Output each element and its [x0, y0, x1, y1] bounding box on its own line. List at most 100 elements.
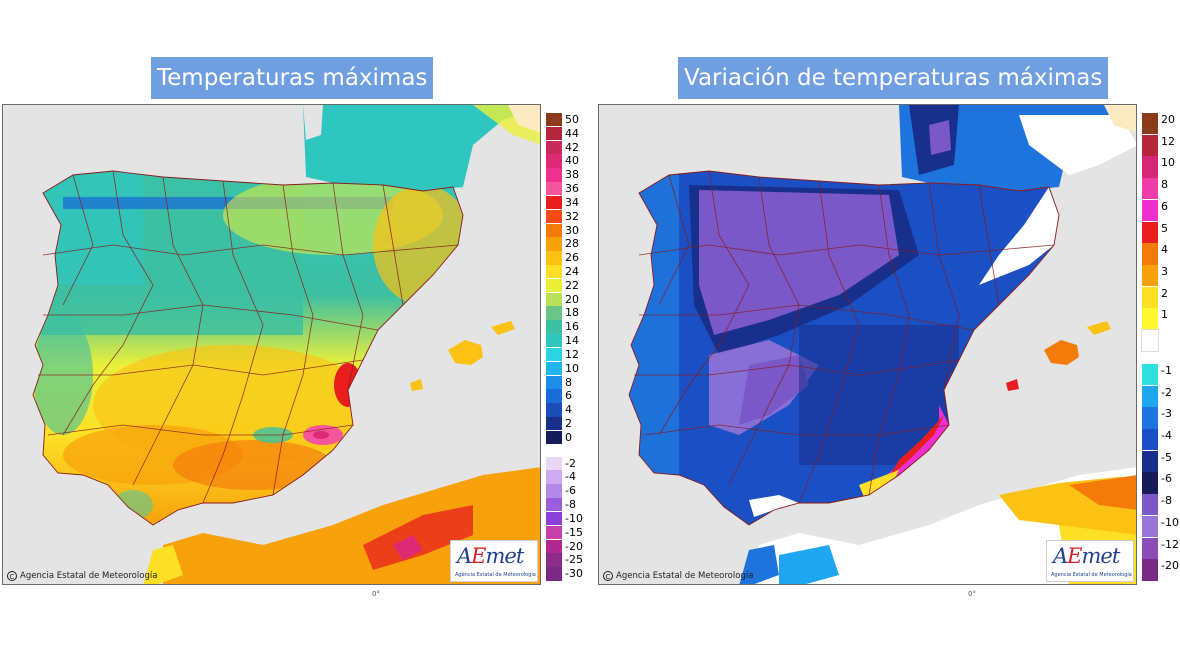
left-legend-label: -25: [565, 553, 583, 567]
right-legend-label: -5: [1161, 450, 1172, 464]
right-legend-label: -6: [1161, 472, 1172, 486]
right-legend-swatch: [1142, 286, 1158, 309]
right-legend-label: -4: [1161, 429, 1172, 442]
left-legend-label: 28: [565, 237, 579, 251]
left-legend-swatch: [546, 168, 562, 182]
right-legend-swatch: [1142, 363, 1158, 386]
left-legend-label: -15: [565, 525, 583, 539]
left-legend-label: -10: [565, 511, 583, 525]
left-legend-swatch: [546, 182, 562, 196]
left-legend-swatch: [546, 403, 562, 417]
left-legend-swatch: [546, 223, 562, 237]
left-legend-label: 44: [565, 126, 579, 140]
left-legend-label: 40: [565, 154, 579, 168]
temperature-variation-map: [628, 105, 1136, 584]
left-legend-swatch: [546, 567, 562, 581]
left-legend-swatch: [546, 306, 562, 320]
left-legend-label: 42: [565, 140, 579, 154]
right-legend-swatch: [1141, 329, 1159, 353]
right-legend-label: -3: [1161, 407, 1172, 421]
right-legend-swatch: [1142, 537, 1158, 559]
right-legend-label: 12: [1161, 134, 1175, 148]
copyright-icon: C: [603, 571, 613, 581]
left-legend-label: 32: [565, 209, 579, 223]
left-legend-swatch: [546, 484, 562, 498]
temperature-max-map: [32, 105, 540, 584]
left-legend-label: -2: [565, 456, 576, 470]
left-legend-swatch: [546, 292, 562, 307]
left-legend-label: 4: [565, 403, 572, 417]
left-legend-label: 50: [565, 113, 579, 126]
left-legend-label: -6: [565, 484, 576, 498]
left-legend-swatch: [546, 209, 562, 224]
copyright-icon: C: [7, 571, 17, 581]
left-legend-swatch: [546, 237, 562, 251]
left-legend-label: 20: [565, 292, 579, 306]
right-legend-swatch: [1142, 407, 1158, 429]
left-legend-swatch: [546, 539, 562, 553]
right-legend-label: -8: [1161, 494, 1172, 508]
right-legend-swatch: [1142, 178, 1158, 200]
aemet-logo: AEmet Agencia Estatal de Meteorología: [450, 540, 538, 582]
left-legend-swatch: [546, 470, 562, 484]
right-legend-swatch: [1142, 113, 1158, 135]
left-legend-label: 8: [565, 375, 572, 389]
left-legend-label: 16: [565, 320, 579, 334]
right-legend-swatch: [1142, 308, 1158, 330]
left-legend-label: -30: [565, 567, 583, 581]
left-legend-swatch: [546, 553, 562, 567]
left-legend-label: 2: [565, 417, 572, 430]
left-legend-swatch: [546, 251, 562, 265]
right-legend-label: -1: [1161, 363, 1172, 377]
right-legend-swatch: [1142, 243, 1158, 265]
right-legend-swatch: [1142, 450, 1158, 473]
copyright-credit: C Agencia Estatal de Meteorología: [7, 571, 157, 581]
left-legend-swatch: [546, 375, 562, 389]
left-legend-swatch: [546, 525, 562, 540]
left-color-legend: 50 44 42 40 38 36 34 32 30 28 26 24 22 20 18 16 14 12 10 8 6…: [546, 113, 583, 581]
right-legend-label: 6: [1161, 199, 1168, 213]
north-africa-region: [163, 467, 540, 584]
left-legend-label: 6: [565, 389, 572, 403]
right-legend-label: 4: [1161, 243, 1168, 257]
left-legend-swatch: [546, 140, 562, 155]
right-legend-swatch: [1142, 199, 1158, 222]
right-legend-label: 10: [1161, 156, 1175, 170]
left-legend-swatch: [546, 456, 562, 471]
balearic-islands: [448, 340, 483, 365]
left-legend-swatch: [546, 511, 562, 526]
aemet-logo-right: AEmet Agencia Estatal de Meteorología: [1046, 540, 1134, 582]
left-legend-swatch: [546, 320, 562, 334]
right-longitude-tick: 0°: [968, 590, 976, 598]
left-legend-swatch: [546, 430, 562, 445]
right-legend-swatch: [1142, 559, 1158, 581]
copyright-credit-right: C Agencia Estatal de Meteorología: [603, 571, 753, 581]
left-legend-label: -8: [565, 498, 576, 512]
right-map-panel: C Agencia Estatal de Meteorología AEmet …: [598, 104, 1137, 585]
right-legend-swatch: [1142, 472, 1158, 494]
left-legend-swatch: [546, 265, 562, 279]
left-legend-swatch: [546, 334, 562, 348]
left-legend-swatch: [546, 498, 562, 512]
right-legend-swatch: [1142, 494, 1158, 516]
left-legend-label: -4: [565, 470, 576, 484]
province-borders-variation: [634, 170, 1055, 504]
right-legend-label: 3: [1161, 265, 1168, 278]
left-legend-label: 14: [565, 334, 579, 348]
left-legend-label: 36: [565, 182, 579, 196]
left-legend-label: 0: [565, 430, 572, 444]
left-legend-swatch: [546, 361, 562, 376]
right-legend-label: 2: [1161, 286, 1168, 300]
left-longitude-tick: 0°: [372, 590, 380, 598]
left-legend-label: 30: [565, 223, 579, 237]
left-legend-label: 38: [565, 168, 579, 182]
right-map-title: Variación de temperaturas máximas: [678, 57, 1109, 99]
province-borders: [38, 170, 459, 504]
right-legend-label: -2: [1161, 385, 1172, 399]
left-legend-swatch: [546, 113, 562, 127]
right-legend-label: -20: [1161, 559, 1179, 573]
right-legend-swatch: [1142, 265, 1158, 287]
left-legend-label: 34: [565, 195, 579, 209]
france-region: [303, 105, 540, 191]
right-legend-label: 5: [1161, 221, 1168, 235]
